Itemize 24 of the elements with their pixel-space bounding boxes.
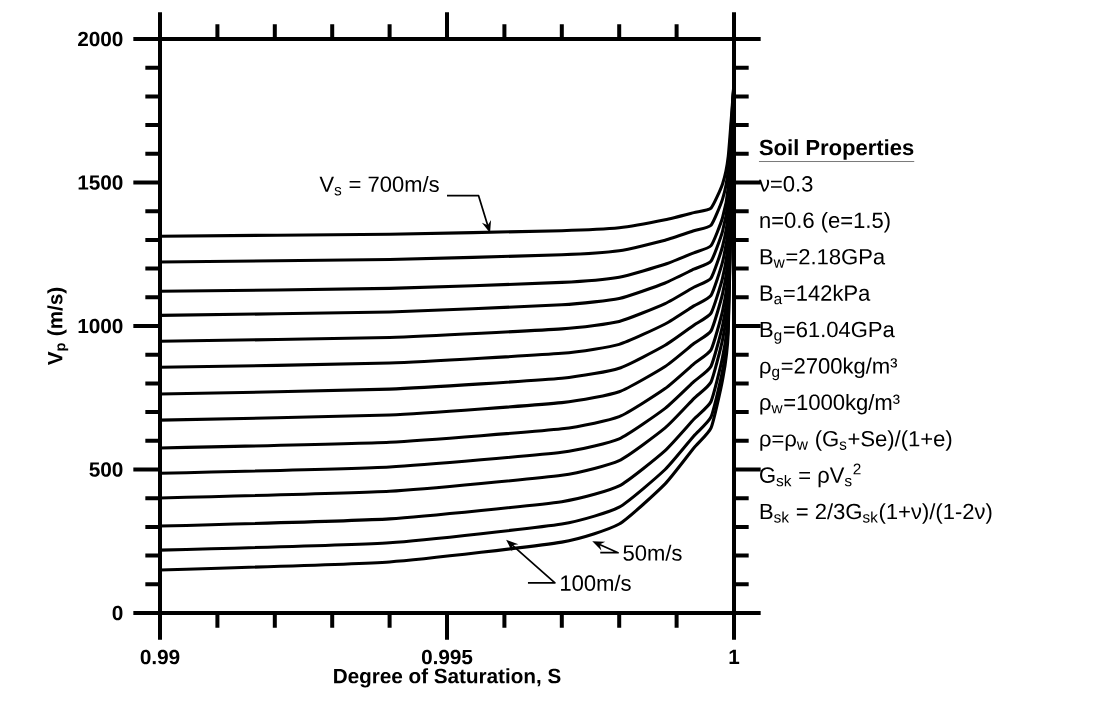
text: B$_{g}$=61.04GPa bbox=[760, 321, 895, 344]
text: G$_{sk}$ = ρV$_{s}$2 bbox=[760, 463, 861, 488]
text: B$_{sk}$ = 2/3G$_{sk}$(1+ν)/(1-2ν) bbox=[760, 503, 992, 524]
y-tick-label: 0 bbox=[112, 605, 123, 621]
x-tick-label: 0.995 bbox=[421, 649, 473, 665]
x-tick-label: 0.99 bbox=[140, 649, 180, 665]
y-tick-label: 500 bbox=[89, 462, 123, 477]
text: B$_{w}$=2.18GPa bbox=[760, 248, 886, 268]
y-tick-label: 1500 bbox=[78, 175, 123, 190]
annotation: 100m/s bbox=[561, 574, 631, 591]
text: ν=0.3 bbox=[758, 176, 813, 192]
text: B$_{a}$=142kPa bbox=[760, 284, 871, 305]
text: ρ=ρ$_{w}$ (G$_{s}$+Se)/(1+e) bbox=[760, 430, 952, 451]
y-tick-label: 2000 bbox=[78, 31, 123, 47]
annotation: V$_{s}$ = 700m/s bbox=[319, 175, 439, 196]
x-tick-label: 1 bbox=[729, 649, 740, 664]
text: Soil Properties bbox=[759, 139, 914, 160]
text: n=0.6 (e=1.5) bbox=[760, 211, 890, 233]
annotation: 50m/s bbox=[623, 544, 682, 561]
x-axis-title: Degree of Saturation, S bbox=[334, 668, 561, 688]
y-axis-title: V$_{p}$ (m/s) bbox=[47, 287, 69, 366]
y-tick-label: 1000 bbox=[78, 318, 123, 334]
text: ρ$_{g}$=2700kg/m³ bbox=[760, 357, 898, 381]
text: ρ$_{w}$=1000kg/m³ bbox=[760, 393, 900, 415]
